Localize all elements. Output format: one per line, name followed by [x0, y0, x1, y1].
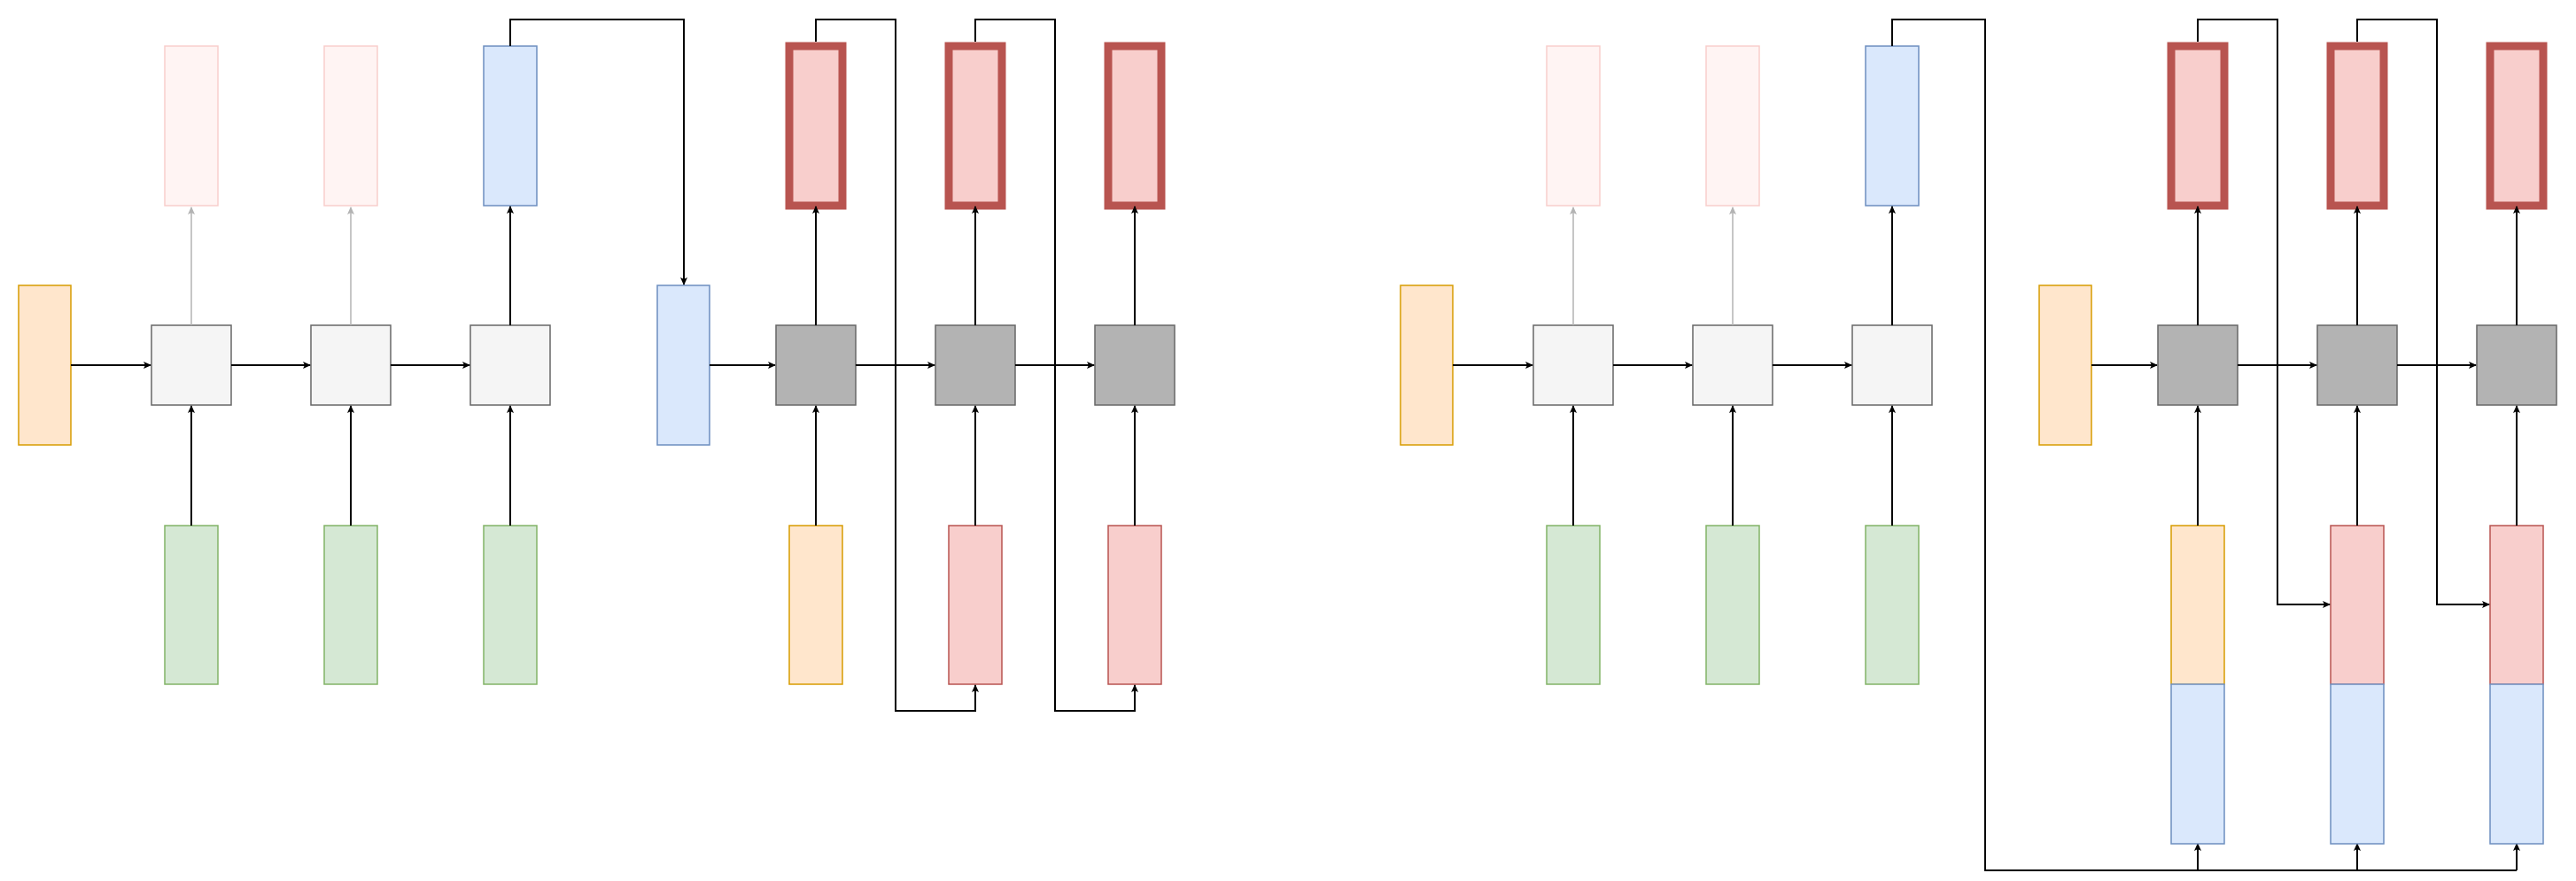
- decoder-cell-2: [935, 324, 1016, 406]
- arrow-context-to-decoder-init: [509, 19, 687, 285]
- decoder-output-3: [1104, 42, 1166, 210]
- feedback-output2-to-input3: [2356, 19, 2490, 608]
- decoder-input-context-2: [2330, 683, 2385, 845]
- encoder-input-3: [483, 525, 538, 685]
- decoder-output-3: [2486, 42, 2548, 210]
- decoder-cell-2: [2316, 324, 2398, 406]
- decoder-cell-1: [775, 324, 857, 406]
- decoder-input-token-3: [2489, 525, 2544, 685]
- context-vector: [1865, 45, 1920, 207]
- encoder-input-2: [1705, 525, 1760, 685]
- feedback-output2-to-input3: [974, 19, 1138, 712]
- encoder-start-token: [18, 285, 72, 446]
- context-broadcast-path: [1891, 19, 2517, 871]
- encoder-cell-3: [1851, 324, 1933, 406]
- encoder-cell-2: [1692, 324, 1773, 406]
- feedback-output1-to-input2: [815, 19, 979, 712]
- decoder-output-2: [2326, 42, 2388, 210]
- decoder-input-start-token: [2170, 525, 2225, 685]
- decoder-output-1: [2167, 42, 2229, 210]
- decoder-cell-1: [2157, 324, 2238, 406]
- decoder-cell-3: [2476, 324, 2557, 406]
- decoder-initial-state: [2038, 285, 2092, 446]
- encoder-input-1: [164, 525, 219, 685]
- decoder-input-start: [788, 525, 843, 685]
- decoder-output-2: [944, 42, 1006, 210]
- encoder-input-3: [1865, 525, 1920, 685]
- right-diagram: [1400, 19, 2557, 871]
- encoder-start-token: [1400, 285, 1454, 446]
- decoder-output-1: [785, 42, 847, 210]
- decoder-input-3: [1107, 525, 1162, 685]
- encoder-input-2: [323, 525, 378, 685]
- left-diagram: [18, 19, 1175, 712]
- context-vector: [483, 45, 538, 207]
- decoder-input-context-1: [2170, 683, 2225, 845]
- decoder-input-context-3: [2489, 683, 2544, 845]
- encoder-output-faded-2: [1705, 45, 1760, 207]
- encoder-output-faded-2: [323, 45, 378, 207]
- encoder-output-faded-1: [164, 45, 219, 207]
- encoder-cell-3: [469, 324, 551, 406]
- decoder-initial-state: [656, 285, 710, 446]
- feedback-output1-to-input2: [2197, 19, 2331, 608]
- encoder-output-faded-1: [1546, 45, 1601, 207]
- decoder-input-2: [948, 525, 1003, 685]
- decoder-input-token-2: [2330, 525, 2385, 685]
- encoder-cell-1: [151, 324, 232, 406]
- encoder-cell-1: [1532, 324, 1614, 406]
- encoder-input-1: [1546, 525, 1601, 685]
- encoder-cell-2: [310, 324, 392, 406]
- decoder-cell-3: [1094, 324, 1175, 406]
